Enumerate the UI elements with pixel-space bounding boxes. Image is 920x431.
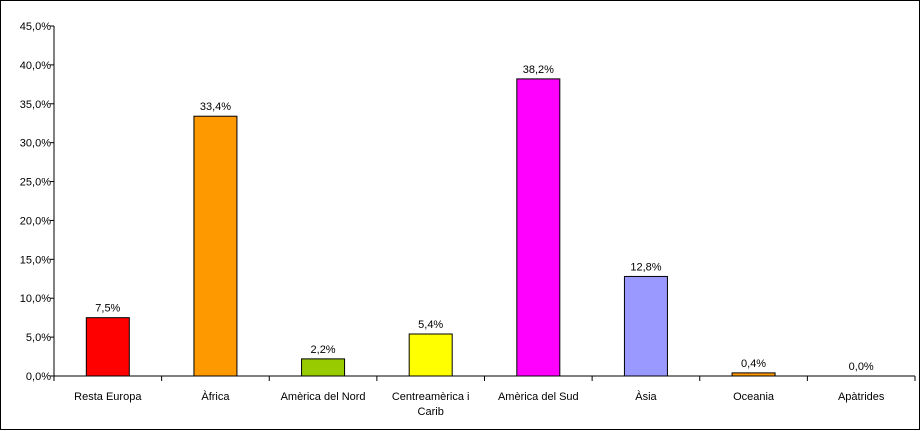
data-label: 0,4% xyxy=(741,358,766,370)
category-label: Amèrica del Nord xyxy=(281,391,366,403)
y-tick-label: 45,0% xyxy=(20,21,51,33)
bar xyxy=(516,78,561,377)
bar xyxy=(731,372,776,377)
bar xyxy=(85,317,130,377)
data-label: 33,4% xyxy=(200,101,231,113)
y-tick-label: 15,0% xyxy=(20,254,51,266)
bar xyxy=(193,115,238,377)
y-tick-label: 35,0% xyxy=(20,99,51,111)
bar xyxy=(408,333,453,377)
y-tick-label: 25,0% xyxy=(20,177,51,189)
category-label: Resta Europa xyxy=(74,391,142,403)
bar xyxy=(623,275,668,377)
data-label: 0,0% xyxy=(849,361,874,373)
category-label: Àsia xyxy=(635,390,657,403)
category-label: Àfrica xyxy=(201,390,230,403)
bar xyxy=(301,358,346,377)
category-label: Oceania xyxy=(733,391,775,403)
category-label: Carib xyxy=(418,406,444,418)
category-label: Apàtrides xyxy=(838,391,885,403)
category-label: Amèrica del Sud xyxy=(498,391,579,403)
y-tick-label: 10,0% xyxy=(20,293,51,305)
y-tick-label: 20,0% xyxy=(20,215,51,227)
y-tick-label: 5,0% xyxy=(26,332,51,344)
category-label: Centreamèrica i xyxy=(392,391,470,403)
data-label: 7,5% xyxy=(95,303,120,315)
data-label: 38,2% xyxy=(523,64,554,76)
data-label: 12,8% xyxy=(630,261,661,273)
data-label: 5,4% xyxy=(418,319,443,331)
y-tick-label: 0,0% xyxy=(26,371,51,383)
y-tick-label: 40,0% xyxy=(20,60,51,72)
y-tick-label: 30,0% xyxy=(20,138,51,150)
data-label: 2,2% xyxy=(311,344,336,356)
